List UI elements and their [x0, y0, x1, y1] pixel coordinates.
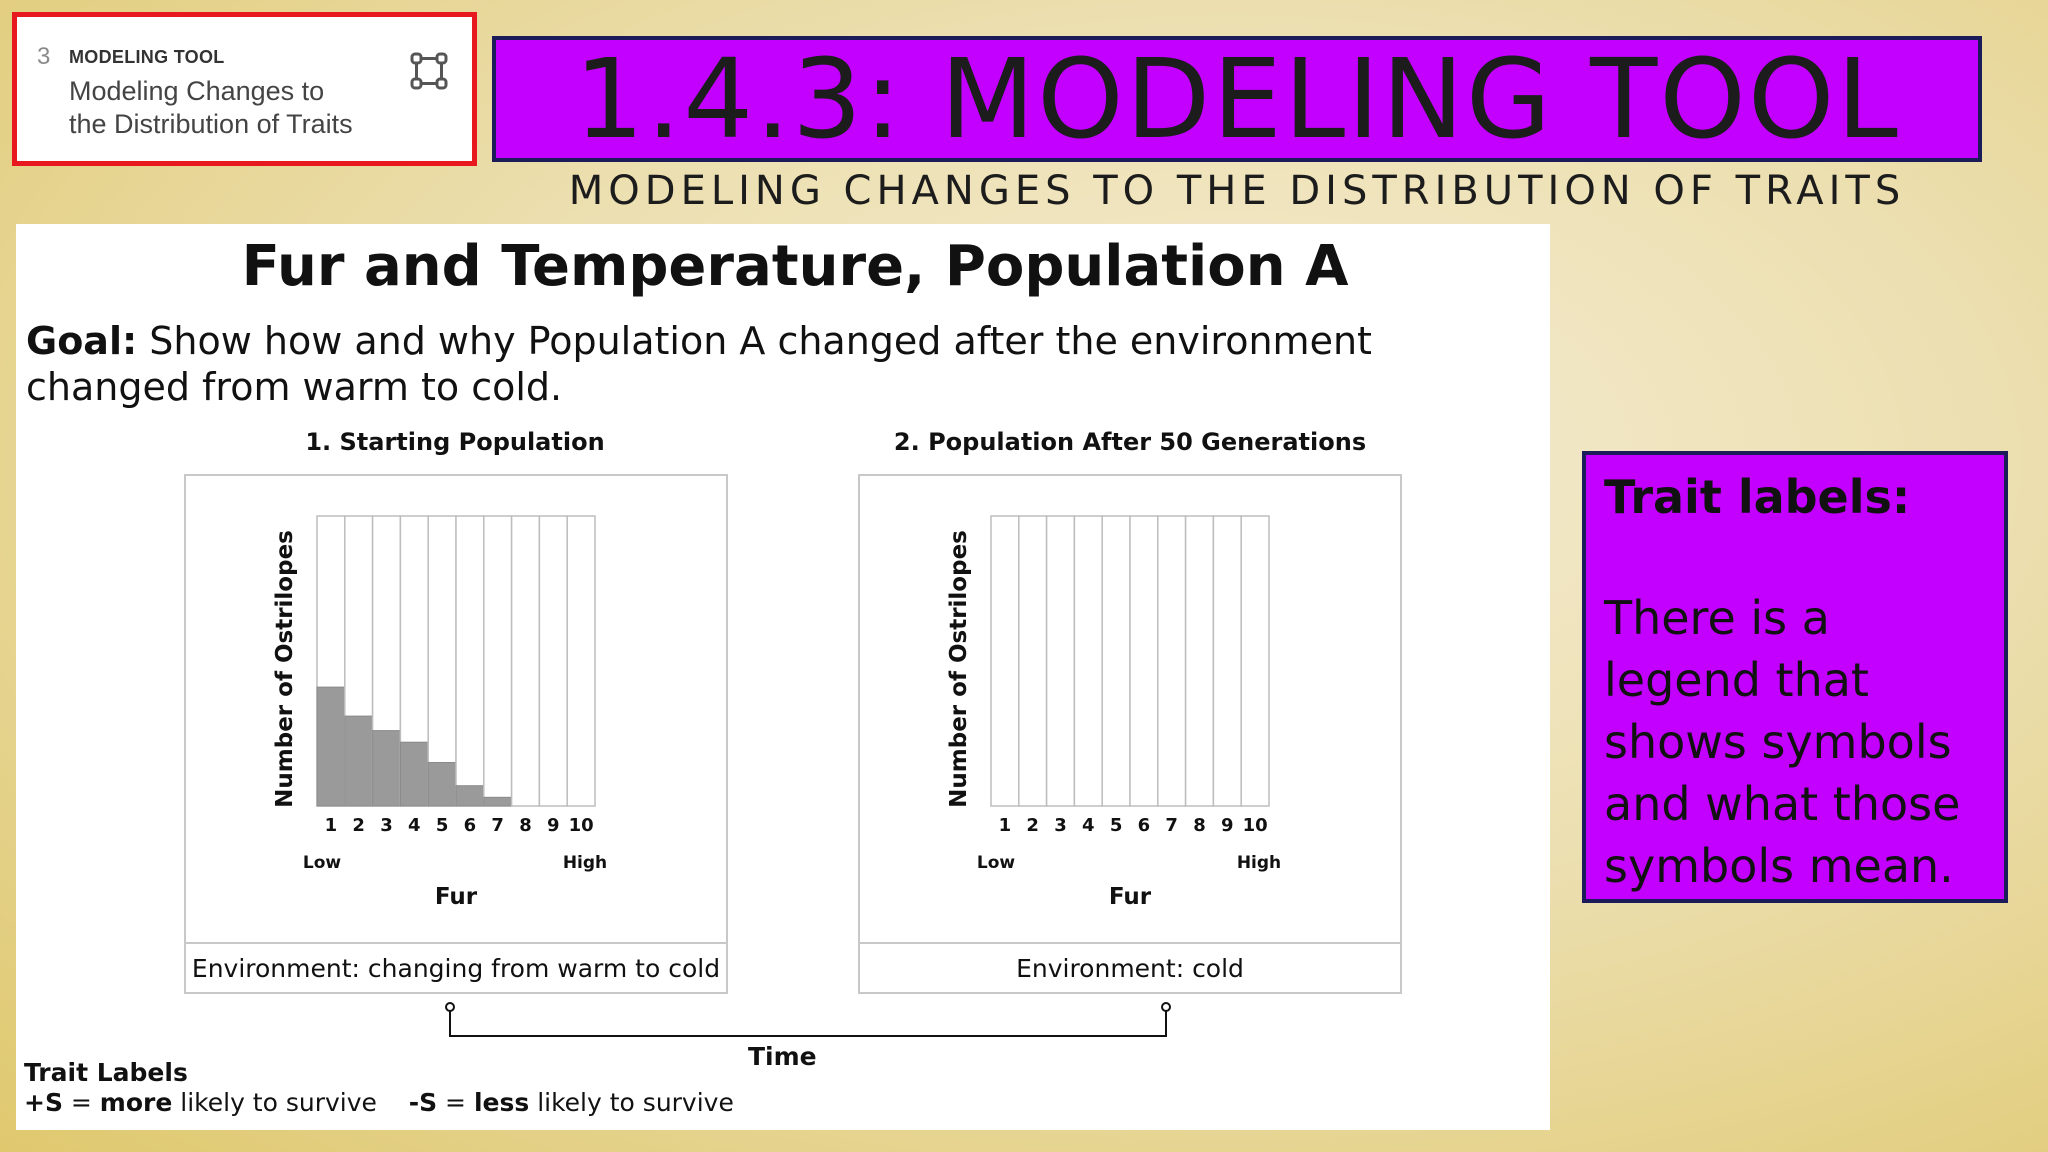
- minus-eq: =: [437, 1088, 474, 1117]
- chart-column-outline: [1212, 515, 1242, 807]
- minus-rest: likely to survive: [529, 1088, 734, 1117]
- chart-2: 1 2 3 4 5 6 7 8 9 10 Low High Fur Number of Ostrilope…: [946, 515, 1281, 910]
- chart-column-outline: [1073, 515, 1103, 807]
- time-connector: [445, 1002, 1171, 1037]
- x-tick-label: 7: [491, 815, 504, 836]
- chart-bar: [372, 730, 401, 807]
- plus-rest: likely to survive: [172, 1088, 377, 1117]
- callout-title: Trait labels:: [1604, 470, 1911, 524]
- chart-column-outline: [1240, 515, 1270, 807]
- callout-body: There is a legend that shows symbols and…: [1604, 591, 1961, 893]
- goal-text: Show how and why Population A changed af…: [26, 319, 1372, 409]
- chart-1-box: 1 2 3 4 5 6 7 8 9 10 Low High Fur Number of Ostrilope…: [184, 474, 728, 944]
- x-low-label: Low: [303, 853, 342, 873]
- x-tick-label: 10: [569, 815, 594, 836]
- chart-2-title: 2. Population After 50 Generations: [893, 428, 1367, 456]
- banner-subtitle: MODELING CHANGES TO THE DISTRIBUTION OF …: [568, 168, 1906, 214]
- worksheet-title: Fur and Temperature, Population A: [241, 234, 1349, 299]
- x-tick-label: 5: [436, 815, 449, 836]
- chart-bar: [455, 785, 485, 807]
- x-low-label: Low: [977, 853, 1016, 873]
- x-tick-label: 1: [325, 815, 338, 836]
- goal-label: Goal:: [26, 319, 138, 363]
- trait-labels-legend: +S = more likely to survive -S = less li…: [24, 1088, 734, 1117]
- x-tick-label: 4: [1082, 815, 1095, 836]
- x-high-label: High: [1237, 853, 1281, 873]
- x-tick-label: 7: [1165, 815, 1178, 836]
- chart-column-outline: [1157, 515, 1187, 807]
- x-axis-label: Fur: [435, 884, 478, 910]
- chart-column-outline: [510, 515, 541, 807]
- chart-bar: [344, 715, 374, 807]
- minus-s-symbol: -S: [408, 1088, 438, 1117]
- chart-column-outline: [1045, 515, 1076, 807]
- chart-column-outline: [1184, 515, 1215, 807]
- x-tick-label: 4: [408, 815, 421, 836]
- chart-column-outline: [1018, 515, 1048, 807]
- x-axis-label: Fur: [1109, 884, 1152, 910]
- chart-bar: [399, 741, 429, 807]
- chart-column-outline: [455, 515, 485, 807]
- x-tick-label: 8: [519, 815, 532, 836]
- y-axis-label: Number of Ostrilopes: [272, 530, 298, 808]
- x-tick-label: 9: [547, 815, 560, 836]
- x-tick-label: 5: [1110, 815, 1123, 836]
- lesson-number: 3: [37, 43, 51, 70]
- time-label: Time: [748, 1042, 817, 1071]
- trait-labels-heading: Trait Labels: [24, 1058, 188, 1087]
- plus-eq: =: [62, 1088, 100, 1117]
- x-tick-label: 3: [1054, 815, 1067, 836]
- lesson-kicker: MODELING TOOL: [69, 47, 225, 67]
- chart-column-outline: [1101, 515, 1131, 807]
- lesson-title: Modeling Changes to the Distribution of …: [69, 76, 353, 139]
- x-tick-label: 2: [1026, 815, 1039, 836]
- chart-bar: [427, 762, 457, 807]
- x-tick-label: 6: [1138, 815, 1151, 836]
- x-tick-label: 2: [352, 815, 365, 836]
- chart-column-outline: [990, 515, 1020, 807]
- chart-column-outline: [1129, 515, 1159, 807]
- x-tick-label: 3: [380, 815, 393, 836]
- x-tick-label: 6: [464, 815, 477, 836]
- chart-1-title: 1. Starting Population: [305, 428, 605, 456]
- chart-column-outline: [483, 515, 513, 807]
- plus-more: more: [99, 1088, 173, 1117]
- chart-1: 1 2 3 4 5 6 7 8 9 10 Low High Fur Number of Ostrilope…: [272, 515, 607, 910]
- plus-s-symbol: +S: [24, 1088, 63, 1117]
- minus-less: less: [473, 1088, 530, 1117]
- chart-column-outline: [566, 515, 596, 807]
- environment-2: Environment: cold: [858, 942, 1402, 994]
- chart-2-box: 1 2 3 4 5 6 7 8 9 10 Low High Fur Number of Ostrilope…: [858, 474, 1402, 944]
- network-nodes-icon: [410, 52, 448, 90]
- goal-statement: Goal: Show how and why Population A chan…: [26, 318, 1546, 410]
- x-tick-label: 8: [1193, 815, 1206, 836]
- x-tick-label: 9: [1221, 815, 1234, 836]
- x-high-label: High: [563, 853, 607, 873]
- trait-labels-callout: Trait labels: There is a legend that sho…: [1582, 451, 2008, 903]
- title-banner: 1.4.3: MODELING TOOL: [492, 36, 1982, 162]
- chart-bar: [483, 796, 513, 807]
- y-axis-label: Number of Ostrilopes: [946, 530, 972, 808]
- banner-title: 1.4.3: MODELING TOOL: [574, 35, 1900, 163]
- x-tick-label: 10: [1243, 815, 1268, 836]
- worksheet: Fur and Temperature, Population A Goal: …: [16, 224, 1550, 1130]
- chart-bar: [316, 686, 346, 807]
- environment-1: Environment: changing from warm to cold: [184, 942, 728, 994]
- lesson-card[interactable]: 3 MODELING TOOL Modeling Changes to the …: [12, 12, 477, 166]
- chart-column-outline: [538, 515, 568, 807]
- x-tick-label: 1: [999, 815, 1012, 836]
